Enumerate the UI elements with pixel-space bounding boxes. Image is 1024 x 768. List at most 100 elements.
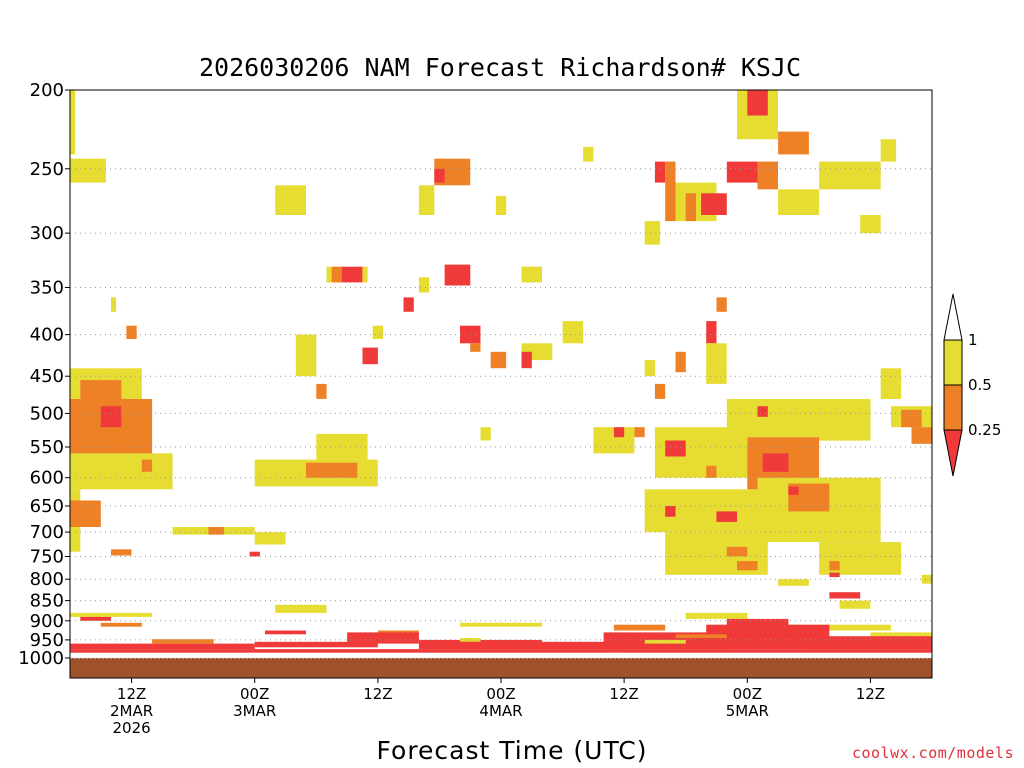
ri-cell-mid: [675, 351, 686, 373]
x-tick-label: 00Z: [733, 685, 762, 703]
y-tick-label: 250: [30, 159, 64, 180]
ri-cell-low: [726, 161, 758, 183]
x-axis-label: Forecast Time (UTC): [377, 736, 648, 765]
ri-cell-high: [111, 297, 117, 312]
legend-swatch-0.25-0.5: [943, 384, 963, 431]
ri-cell-high: [418, 185, 435, 215]
y-tick-label: 400: [30, 325, 64, 346]
ri-cell-mid: [470, 343, 481, 352]
x-tick-label: 2MAR: [110, 702, 153, 720]
x-tick-label: 5MAR: [726, 702, 769, 720]
ri-cell-high: [254, 532, 286, 545]
ri-cell-low: [341, 266, 363, 283]
ri-cell-high: [880, 139, 897, 162]
legend-tick-label: 1: [968, 331, 978, 349]
y-tick-label: 750: [30, 547, 64, 568]
ri-cell-mid: [152, 639, 214, 644]
y-tick-label: 700: [30, 522, 64, 543]
ri-cell-low: [254, 641, 378, 648]
ri-cell-mid: [654, 383, 666, 399]
x-tick-label: 3MAR: [233, 702, 276, 720]
ri-cell-mid: [126, 325, 137, 339]
ri-cell-mid: [665, 161, 676, 222]
y-tick-label: 650: [30, 496, 64, 517]
y-tick-label: 850: [30, 591, 64, 612]
ri-cell-high: [275, 604, 327, 613]
ri-cell-high: [870, 632, 932, 638]
ri-cell-low: [726, 618, 789, 627]
ri-cell-high: [460, 622, 543, 627]
ri-cell-mid: [726, 546, 748, 557]
ri-cell-high: [685, 612, 748, 619]
ri-cell-mid: [911, 427, 932, 444]
x-tick-label: 4MAR: [479, 702, 522, 720]
ri-cell-high: [921, 574, 932, 584]
ri-cell-mid: [306, 462, 358, 478]
ri-cell-low: [613, 427, 625, 438]
ri-cell-mid: [70, 500, 101, 527]
ri-cell-low: [829, 572, 840, 578]
ri-cell-low: [542, 641, 625, 650]
ri-cell-mid: [634, 427, 645, 438]
ri-cell-low: [665, 440, 686, 457]
x-tick-label: 12Z: [117, 685, 146, 703]
ri-cell-high: [495, 195, 507, 215]
ri-cell-mid: [716, 297, 727, 312]
ri-cell-low: [434, 168, 445, 183]
ri-cell-mid: [100, 622, 142, 627]
ri-cell-high: [372, 325, 383, 339]
ri-cell-low: [70, 643, 255, 650]
ri-cell-mid: [757, 161, 778, 190]
ri-cell-low: [249, 551, 260, 557]
ri-cell-high: [778, 579, 809, 586]
chart-title: 2026030206 NAM Forecast Richardson# KSJC: [199, 53, 801, 82]
y-tick-label: 450: [30, 366, 64, 387]
richardson-cells: [70, 90, 932, 653]
x-tick-label: 12Z: [363, 685, 392, 703]
ri-cell-mid: [685, 193, 696, 222]
y-tick-label: 600: [30, 468, 64, 489]
ri-cell-low: [362, 347, 378, 365]
ri-cell-mid: [737, 561, 758, 571]
y-tick-label: 550: [30, 437, 64, 458]
ri-cell-high: [295, 334, 317, 377]
legend-swatch-0.5-1: [943, 339, 963, 386]
x-tick-label: 00Z: [240, 685, 269, 703]
legend-swatch-below-0.25: [943, 429, 963, 477]
ri-cell-mid: [829, 561, 840, 571]
ri-cell-high: [644, 360, 655, 377]
y-tick-label: 500: [30, 403, 64, 424]
ri-cell-high: [275, 185, 306, 215]
ri-cell-high: [583, 146, 594, 162]
ri-cell-mid: [490, 351, 507, 369]
y-tick-label: 200: [30, 80, 64, 101]
x-tick-label: 2026: [113, 719, 151, 737]
ri-cell-high: [562, 321, 584, 344]
y-tick-label: 350: [30, 278, 64, 299]
color-legend: 1 0.5 0.25: [943, 293, 1001, 477]
ri-cell-low: [665, 506, 676, 517]
ri-cell-low: [706, 321, 717, 344]
ri-cell-high: [326, 266, 337, 283]
ri-cell-low: [701, 193, 727, 215]
legend-tick-label: 0.5: [968, 376, 992, 394]
ri-cell-high: [70, 453, 173, 490]
y-tick-label: 950: [30, 630, 64, 651]
source-credit: coolwx.com/models: [851, 744, 1014, 762]
legend-swatch-above-1: [943, 293, 963, 341]
ri-cell-high: [644, 639, 686, 644]
ri-cell-high: [726, 399, 871, 441]
ri-cell-low: [788, 486, 799, 495]
ri-cell-high: [819, 161, 881, 190]
y-tick-label: 900: [30, 611, 64, 632]
ri-cell-low: [418, 639, 542, 650]
ri-cell-high: [70, 158, 106, 183]
ri-cell-high: [70, 612, 153, 617]
ri-cell-low: [521, 351, 532, 369]
ri-cell-mid: [613, 624, 666, 631]
ri-cell-high: [706, 343, 727, 384]
ri-cell-low: [829, 592, 861, 599]
ri-cell-high: [418, 277, 430, 293]
ri-cell-high: [644, 221, 661, 245]
ri-cell-high: [521, 266, 542, 283]
